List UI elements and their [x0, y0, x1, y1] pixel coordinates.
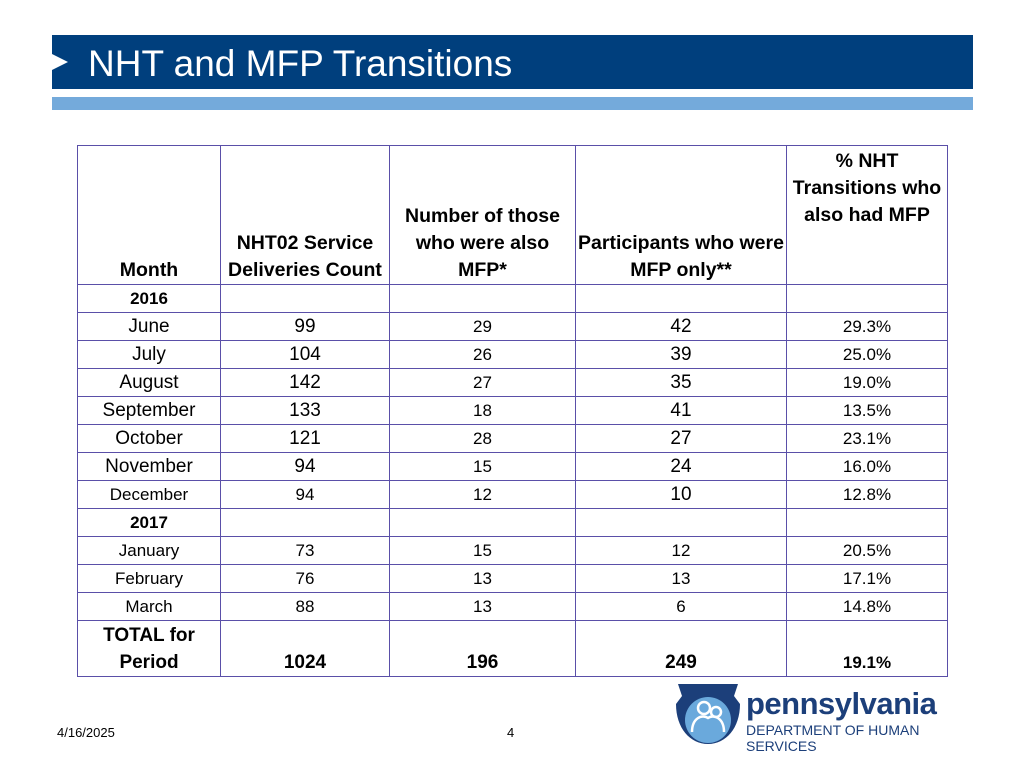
- cell-percent: 16.0%: [786, 452, 948, 481]
- header-also-mfp: Number of those who were also MFP*: [389, 145, 576, 285]
- cell-mfp-only: 27: [575, 424, 787, 453]
- arrow-icon: [52, 54, 68, 70]
- total-nht02-count: 1024: [220, 620, 390, 677]
- cell-percent: 19.0%: [786, 368, 948, 397]
- cell-also-mfp: 27: [389, 368, 576, 397]
- cell-also-mfp: 29: [389, 312, 576, 341]
- pa-dhs-logo: pennsylvania DEPARTMENT OF HUMAN SERVICE…: [674, 682, 984, 754]
- cell-also-mfp: 15: [389, 452, 576, 481]
- keystone-family-icon: [676, 684, 740, 744]
- cell-percent: 12.8%: [786, 480, 948, 509]
- table-row: August 142 27 35 19.0%: [77, 368, 948, 397]
- cell-nht02-count: 88: [220, 592, 390, 621]
- cell-month: March: [77, 592, 221, 621]
- transitions-table: Month NHT02 Service Deliveries Count Num…: [77, 145, 948, 677]
- cell-also-mfp: 13: [389, 564, 576, 593]
- cell-month: August: [77, 368, 221, 397]
- header-percent: % NHT Transitions who also had MFP: [786, 145, 948, 285]
- accent-bar: [52, 97, 973, 110]
- empty-cell: [220, 284, 390, 313]
- cell-nht02-count: 133: [220, 396, 390, 425]
- cell-month: November: [77, 452, 221, 481]
- slide-date: 4/16/2025: [57, 725, 115, 740]
- year-row: 2016: [77, 284, 948, 313]
- cell-also-mfp: 13: [389, 592, 576, 621]
- cell-percent: 25.0%: [786, 340, 948, 369]
- table-row: February 76 13 13 17.1%: [77, 564, 948, 593]
- page-number: 4: [507, 725, 515, 740]
- table-row: September 133 18 41 13.5%: [77, 396, 948, 425]
- cell-nht02-count: 76: [220, 564, 390, 593]
- year-label: 2017: [77, 508, 221, 537]
- cell-also-mfp: 18: [389, 396, 576, 425]
- cell-also-mfp: 26: [389, 340, 576, 369]
- table-row: December 94 12 10 12.8%: [77, 480, 948, 509]
- logo-name: pennsylvania: [746, 686, 937, 721]
- cell-percent: 23.1%: [786, 424, 948, 453]
- slide-title: NHT and MFP Transitions: [88, 43, 513, 84]
- table-row: March 88 13 6 14.8%: [77, 592, 948, 621]
- cell-mfp-only: 41: [575, 396, 787, 425]
- empty-cell: [575, 508, 787, 537]
- cell-month: July: [77, 340, 221, 369]
- cell-month: January: [77, 536, 221, 565]
- cell-percent: 29.3%: [786, 312, 948, 341]
- cell-mfp-only: 39: [575, 340, 787, 369]
- cell-month: February: [77, 564, 221, 593]
- empty-cell: [786, 508, 948, 537]
- table-row: January 73 15 12 20.5%: [77, 536, 948, 565]
- logo-department: DEPARTMENT OF HUMAN SERVICES: [746, 722, 920, 754]
- total-mfp-only: 249: [575, 620, 787, 677]
- cell-nht02-count: 99: [220, 312, 390, 341]
- cell-mfp-only: 12: [575, 536, 787, 565]
- year-label: 2016: [77, 284, 221, 313]
- cell-mfp-only: 6: [575, 592, 787, 621]
- cell-nht02-count: 94: [220, 452, 390, 481]
- total-row: TOTAL for Period 1024 196 249 19.1%: [77, 620, 948, 677]
- table-row: November 94 15 24 16.0%: [77, 452, 948, 481]
- empty-cell: [389, 508, 576, 537]
- empty-cell: [786, 284, 948, 313]
- header-row: Month NHT02 Service Deliveries Count Num…: [77, 145, 948, 285]
- total-also-mfp: 196: [389, 620, 576, 677]
- cell-nht02-count: 73: [220, 536, 390, 565]
- empty-cell: [575, 284, 787, 313]
- cell-mfp-only: 42: [575, 312, 787, 341]
- table-row: October 121 28 27 23.1%: [77, 424, 948, 453]
- cell-percent: 17.1%: [786, 564, 948, 593]
- title-bar: NHT and MFP Transitions: [52, 35, 973, 89]
- header-mfp-only: Participants who were MFP only**: [575, 145, 787, 285]
- cell-nht02-count: 104: [220, 340, 390, 369]
- cell-nht02-count: 121: [220, 424, 390, 453]
- cell-percent: 13.5%: [786, 396, 948, 425]
- cell-month: June: [77, 312, 221, 341]
- cell-month: October: [77, 424, 221, 453]
- cell-mfp-only: 10: [575, 480, 787, 509]
- empty-cell: [389, 284, 576, 313]
- cell-also-mfp: 28: [389, 424, 576, 453]
- cell-month: December: [77, 480, 221, 509]
- header-month: Month: [77, 145, 221, 285]
- cell-month: September: [77, 396, 221, 425]
- cell-mfp-only: 24: [575, 452, 787, 481]
- cell-nht02-count: 94: [220, 480, 390, 509]
- year-row: 2017: [77, 508, 948, 537]
- cell-also-mfp: 15: [389, 536, 576, 565]
- cell-nht02-count: 142: [220, 368, 390, 397]
- table-row: June 99 29 42 29.3%: [77, 312, 948, 341]
- cell-percent: 14.8%: [786, 592, 948, 621]
- cell-percent: 20.5%: [786, 536, 948, 565]
- table-row: July 104 26 39 25.0%: [77, 340, 948, 369]
- empty-cell: [220, 508, 390, 537]
- total-month: TOTAL for Period: [77, 620, 221, 677]
- cell-mfp-only: 13: [575, 564, 787, 593]
- cell-mfp-only: 35: [575, 368, 787, 397]
- header-nht02-count: NHT02 Service Deliveries Count: [220, 145, 390, 285]
- total-percent: 19.1%: [786, 620, 948, 677]
- cell-also-mfp: 12: [389, 480, 576, 509]
